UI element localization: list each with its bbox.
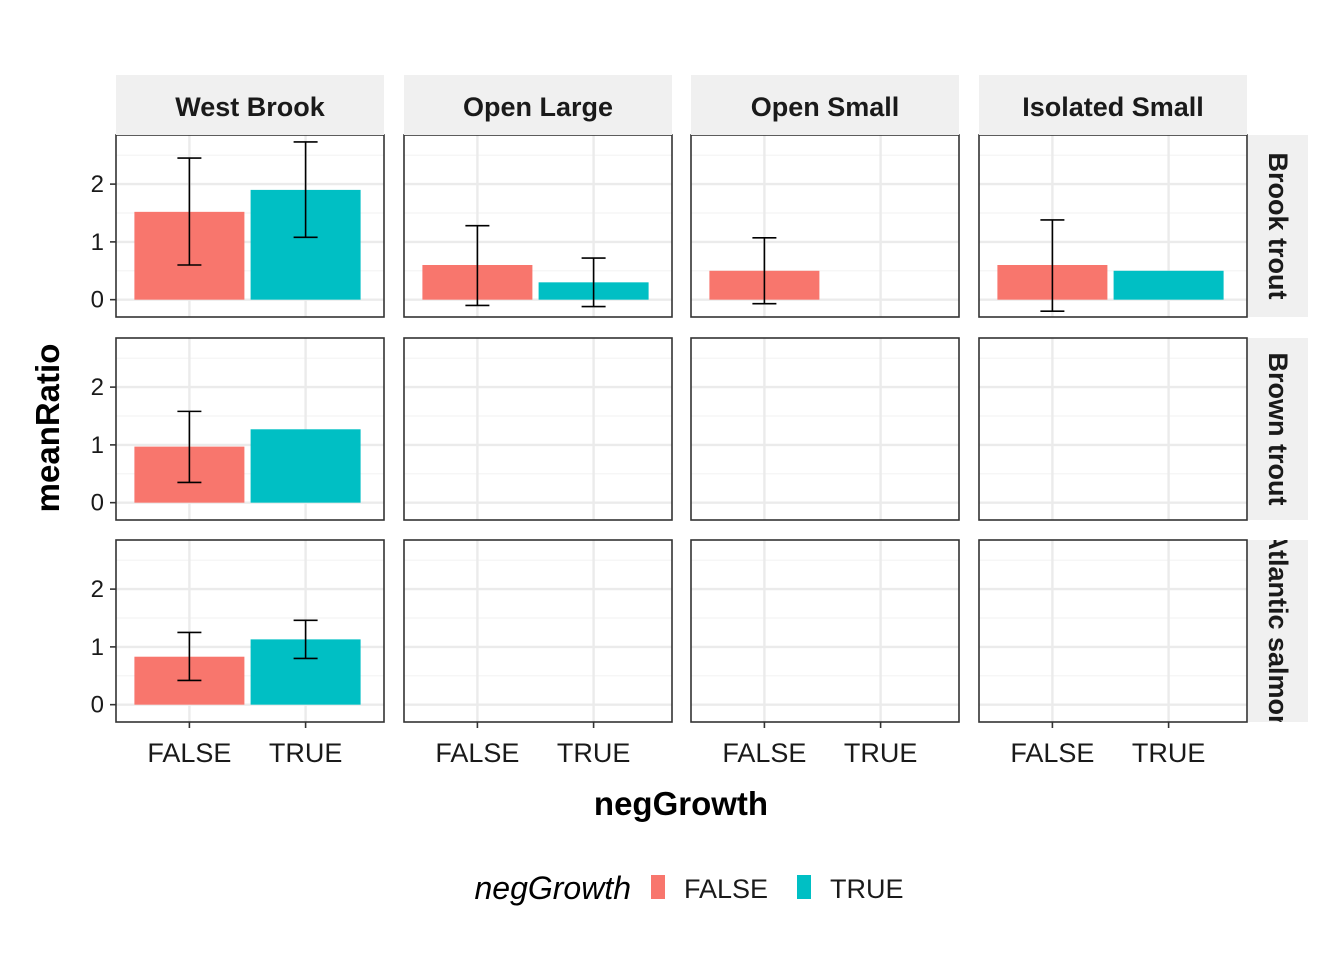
panel: [690, 539, 960, 723]
row-strip-text-group: Brook trout: [1263, 153, 1293, 300]
y-tick-label: 1: [91, 634, 104, 661]
x-tick-label: FALSE: [147, 738, 231, 768]
panel: [978, 337, 1248, 521]
row-strip-background: [1248, 135, 1308, 317]
panel-background: [979, 540, 1247, 722]
legend-key: [797, 875, 811, 899]
panel: [978, 134, 1248, 318]
column-strip-label: Open Large: [463, 92, 613, 122]
column-strip-background: [404, 75, 672, 135]
panel-border: [690, 539, 960, 723]
panel-background: [404, 338, 672, 520]
legend-entry: TRUE: [797, 874, 904, 904]
x-tick-label: FALSE: [1010, 738, 1094, 768]
panel: [403, 539, 673, 723]
panel-border: [978, 337, 1248, 521]
row-strip: Atlantic salmon: [1248, 530, 1308, 731]
panel-background: [691, 540, 959, 722]
panel-background: [404, 540, 672, 722]
legend-key: [651, 875, 665, 899]
panel: [115, 337, 385, 521]
column-strip-label: Open Small: [751, 92, 900, 122]
bar-group: [134, 410, 361, 503]
column-strip-background: [979, 75, 1247, 135]
bar-group: [709, 237, 820, 305]
column-strip-background: [691, 75, 959, 135]
panel: [690, 337, 960, 521]
panel: [403, 337, 673, 521]
y-tick-label: 0: [91, 287, 104, 314]
y-tick-label: 2: [91, 171, 104, 198]
panel: [978, 539, 1248, 723]
bar: [1113, 270, 1224, 300]
x-tick-label: TRUE: [557, 738, 631, 768]
panel: [403, 134, 673, 318]
panel-border: [978, 539, 1248, 723]
legend-label: TRUE: [830, 874, 904, 904]
row-strip-background: [1248, 338, 1308, 520]
row-strip: Brook trout: [1248, 135, 1308, 317]
column-strip: West Brook: [116, 75, 384, 135]
panel: [115, 539, 385, 723]
panel-border: [115, 539, 385, 723]
panel: [690, 134, 960, 318]
legend-label: FALSE: [684, 874, 768, 904]
x-axis-title: negGrowth: [594, 785, 768, 822]
y-axis-title: meanRatio: [29, 344, 66, 513]
legend-entry: FALSE: [651, 874, 768, 904]
panel: [115, 134, 385, 318]
panel-background: [691, 338, 959, 520]
axes-layer: 0 1 2 0 1 2 0 1 2 FALSE TRUE FALSE TRUE FALSE TRUE FALS…: [91, 171, 1206, 768]
column-strip-background: [116, 75, 384, 135]
strips-layer: Brook trout Brown trout Atlantic salmon Wes…: [116, 75, 1308, 731]
row-strip-label: Brown trout: [1263, 353, 1293, 506]
bar-group: [422, 224, 649, 308]
column-strip: Open Small: [691, 75, 959, 135]
y-tick-label: 1: [91, 432, 104, 459]
panels-layer: [115, 134, 1248, 723]
column-strip-label: West Brook: [175, 92, 326, 122]
row-strip-label: Atlantic salmon: [1263, 530, 1293, 731]
x-tick-label: TRUE: [269, 738, 343, 768]
column-strip: Isolated Small: [979, 75, 1247, 135]
y-tick-label: 0: [91, 490, 104, 517]
panel-background: [979, 338, 1247, 520]
y-tick-label: 2: [91, 374, 104, 401]
panel-border: [403, 539, 673, 723]
row-strip: Brown trout: [1248, 338, 1308, 520]
y-tick-label: 0: [91, 692, 104, 719]
y-tick-label: 2: [91, 576, 104, 603]
bar-group: [134, 141, 361, 300]
panel-border: [690, 337, 960, 521]
row-strip-text-group: Atlantic salmon: [1263, 530, 1293, 731]
column-strip-label: Isolated Small: [1022, 92, 1204, 122]
x-tick-label: TRUE: [844, 738, 918, 768]
bar: [250, 429, 361, 503]
row-strip-label: Brook trout: [1263, 153, 1293, 300]
row-strip-background: [1248, 540, 1308, 722]
x-tick-label: FALSE: [722, 738, 806, 768]
panel-border: [115, 337, 385, 521]
legend-title: negGrowth: [474, 870, 631, 906]
x-tick-label: TRUE: [1132, 738, 1206, 768]
column-strip: Open Large: [404, 75, 672, 135]
bar-group: [997, 219, 1224, 313]
bar-group: [134, 619, 361, 705]
legend: negGrowth FALSE TRUE: [474, 870, 903, 906]
panel-border: [403, 337, 673, 521]
row-strip-text-group: Brown trout: [1263, 353, 1293, 506]
x-tick-label: FALSE: [435, 738, 519, 768]
y-tick-label: 1: [91, 229, 104, 256]
